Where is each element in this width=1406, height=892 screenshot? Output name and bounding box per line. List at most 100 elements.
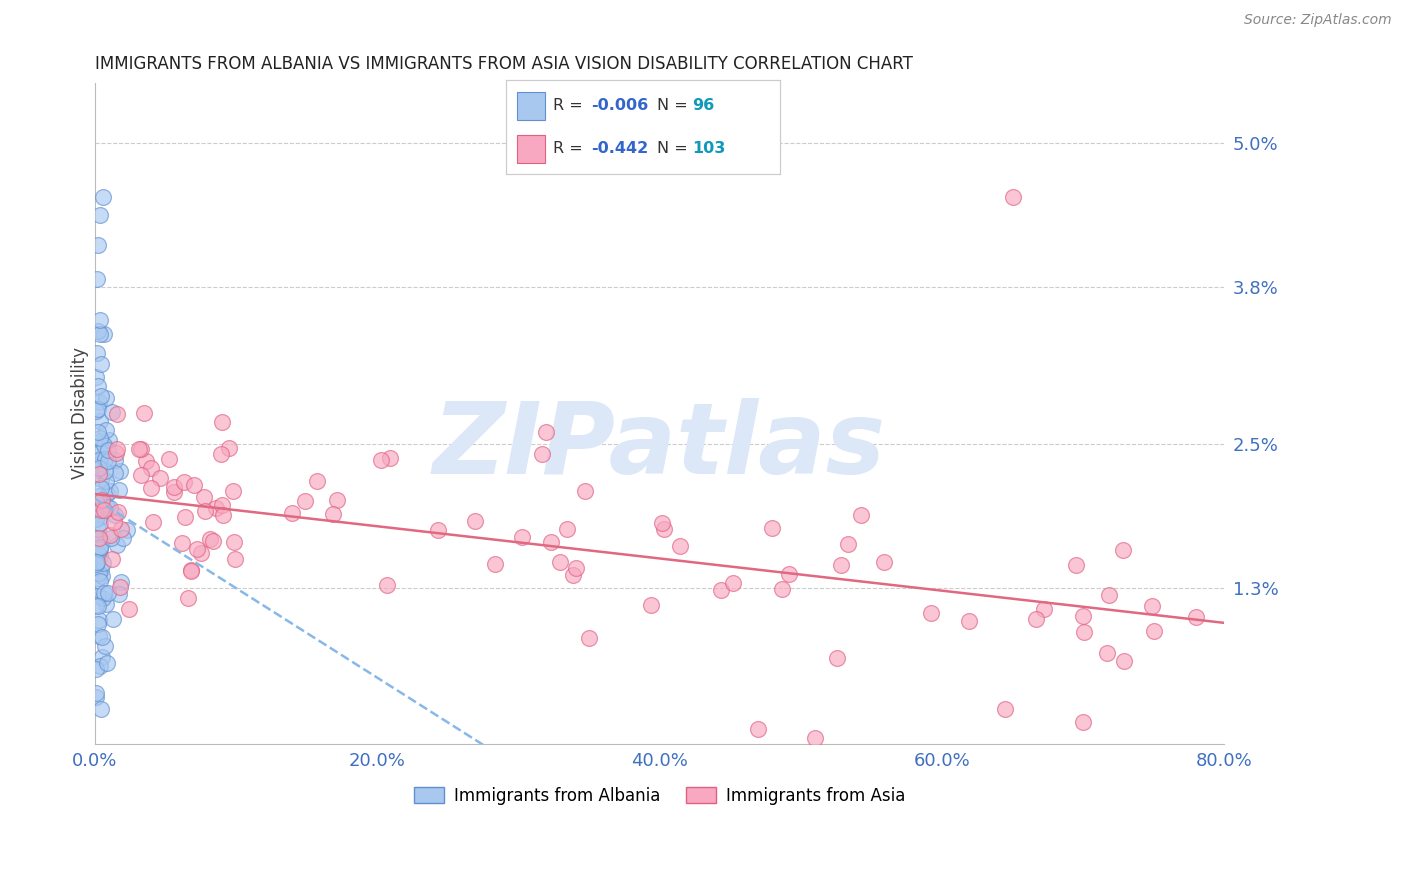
Point <box>89 445 111 459</box>
Point <box>89 472 111 486</box>
Point <box>89 540 111 554</box>
Point <box>87 379 110 393</box>
Point <box>1032 602 1054 616</box>
Point <box>89 414 111 428</box>
Point <box>104 446 127 460</box>
Point <box>326 493 349 508</box>
Point <box>115 523 138 537</box>
Point <box>90 650 112 665</box>
Point <box>464 514 486 528</box>
Text: -0.006: -0.006 <box>591 98 648 113</box>
Point <box>90 389 112 403</box>
Point <box>89 574 111 588</box>
Point <box>129 442 152 456</box>
Point <box>84 561 107 575</box>
Point <box>218 441 240 455</box>
Point <box>131 467 153 482</box>
Point <box>564 560 586 574</box>
Point <box>561 567 583 582</box>
Point <box>84 550 107 565</box>
Point <box>128 442 150 457</box>
Point <box>294 493 316 508</box>
Point <box>108 580 131 594</box>
Point <box>193 491 215 505</box>
Point <box>90 434 112 449</box>
Point <box>108 464 131 478</box>
Legend: Immigrants from Albania, Immigrants from Asia: Immigrants from Albania, Immigrants from… <box>408 780 911 812</box>
Point <box>91 630 114 644</box>
Point <box>90 493 112 508</box>
Text: R =: R = <box>553 98 588 113</box>
Point <box>222 483 245 498</box>
Point <box>157 452 180 467</box>
Text: 96: 96 <box>693 98 714 113</box>
Point <box>1064 558 1087 572</box>
Point <box>204 500 226 515</box>
Point <box>89 208 111 222</box>
Point <box>97 586 120 600</box>
Point <box>100 527 122 541</box>
Point <box>84 370 107 384</box>
Point <box>97 454 120 468</box>
Point <box>84 686 107 700</box>
Point <box>87 238 110 252</box>
Point <box>89 460 111 475</box>
Text: R =: R = <box>553 141 588 156</box>
Point <box>142 515 165 529</box>
Point <box>170 536 193 550</box>
Text: Source: ZipAtlas.com: Source: ZipAtlas.com <box>1244 13 1392 28</box>
Point <box>1140 599 1163 614</box>
Point <box>183 478 205 492</box>
Point <box>163 480 186 494</box>
Point <box>1001 190 1024 204</box>
Point <box>86 598 108 612</box>
Point <box>98 483 121 498</box>
Point <box>530 447 553 461</box>
Point <box>825 650 848 665</box>
Bar <box>517 135 544 162</box>
Point <box>200 533 222 547</box>
Point <box>190 547 212 561</box>
Point <box>920 606 942 620</box>
Point <box>91 190 114 204</box>
Point <box>1143 624 1166 638</box>
Point <box>87 531 110 545</box>
Point <box>94 597 117 611</box>
Point <box>186 542 208 557</box>
Point <box>91 591 114 605</box>
Point <box>132 406 155 420</box>
Point <box>107 505 129 519</box>
Point <box>96 474 118 488</box>
Point <box>89 327 111 342</box>
Point <box>994 702 1017 716</box>
Point <box>93 327 115 342</box>
Point <box>427 524 450 538</box>
Point <box>375 578 398 592</box>
Point <box>93 451 115 466</box>
Point <box>105 407 128 421</box>
Point <box>100 552 122 566</box>
Point <box>280 506 302 520</box>
Point <box>87 629 110 643</box>
Point <box>1184 610 1206 624</box>
Point <box>94 639 117 653</box>
Point <box>747 723 769 737</box>
Point <box>873 555 896 569</box>
Point <box>211 415 233 429</box>
Point <box>87 467 110 482</box>
Point <box>778 567 800 582</box>
Point <box>211 499 233 513</box>
Point <box>89 431 111 445</box>
Point <box>201 534 224 549</box>
Point <box>1071 609 1094 624</box>
Point <box>1073 624 1095 639</box>
Point <box>322 507 344 521</box>
Text: N =: N = <box>657 98 693 113</box>
Point <box>640 598 662 612</box>
Point <box>1071 715 1094 730</box>
Point <box>224 551 246 566</box>
Point <box>1112 543 1135 558</box>
Point <box>89 542 111 557</box>
Point <box>761 521 783 535</box>
Point <box>484 558 506 572</box>
